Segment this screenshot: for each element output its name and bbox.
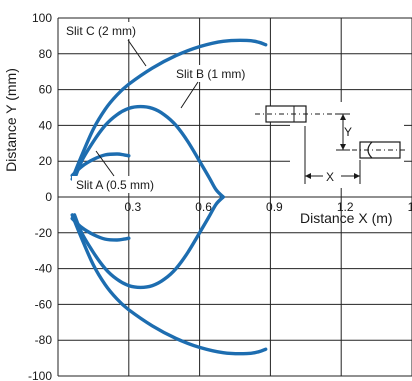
y-tick-label: -40 [35,262,53,276]
y-tick-label: 0 [45,190,52,204]
curves [70,38,268,356]
curve-slit-b-lower [72,195,225,290]
curve-slit-c-lower [70,213,268,356]
leader-slit-b [180,81,199,109]
curve-slit-a-upper [70,152,131,178]
y-tick-label: 60 [39,83,53,97]
x-tick-label: 1.5 [408,200,412,214]
y-axis-label: Distance Y (mm) [3,68,19,172]
curve-slit-c-upper [70,38,268,181]
series-label-slit-b: Slit B (1 mm) [176,67,245,81]
y-tick-label: 100 [32,11,52,25]
series-label-slit-c: Slit C (2 mm) [66,24,136,38]
y-tick-label: -60 [35,297,53,311]
y-tick-label: 40 [39,118,53,132]
y-tick-label: -100 [28,369,52,381]
curve-slit-a-lower [70,216,131,242]
inset-x-label: X [326,170,334,184]
x-tick-label: 0.9 [266,200,283,214]
leader-slit-a [95,150,115,177]
inset-diagram: Y X [255,102,408,188]
x-axis-label: Distance X (m) [300,210,393,226]
x-tick-label: 1.2 [337,200,354,214]
series-labels: Slit C (2 mm) Slit B (1 mm) Slit A (0.5 … [62,22,267,193]
inset-y-label: Y [344,125,352,139]
x-tick-label: 0.3 [124,200,141,214]
tick-labels: 100 80 60 40 20 0 -20 -40 -60 -80 -100 0.3 0.6 0.9 1.2… [28,11,412,381]
y-tick-label: -80 [35,333,53,347]
y-tick-label: -20 [35,226,53,240]
curve-slit-b-upper [72,104,225,199]
y-tick-label: 80 [39,47,53,61]
leader-slit-c [127,39,147,67]
series-label-slit-a: Slit A (0.5 mm) [76,178,154,192]
x-tick-label: 0.6 [195,200,212,214]
grid [57,17,412,377]
y-tick-label: 20 [39,154,53,168]
